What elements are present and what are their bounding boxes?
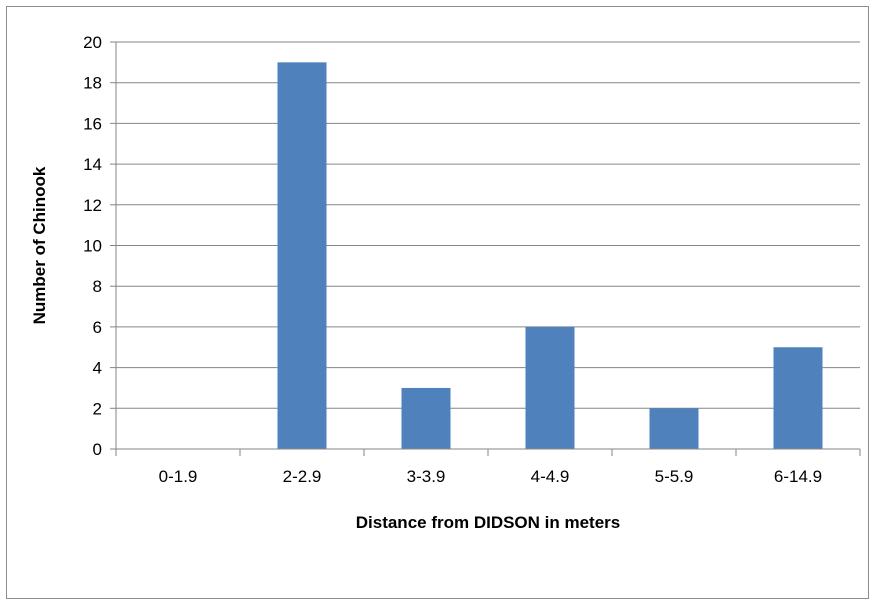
y-axis-title: Number of Chinook bbox=[30, 166, 49, 324]
y-tick-label: 0 bbox=[93, 440, 102, 459]
y-tick-label: 10 bbox=[83, 237, 102, 256]
y-tick-label: 16 bbox=[83, 114, 102, 133]
x-axis-title: Distance from DIDSON in meters bbox=[356, 513, 621, 532]
x-tick-label: 4-4.9 bbox=[531, 467, 570, 486]
bar-6-14.9 bbox=[773, 347, 823, 449]
x-tick-label: 5-5.9 bbox=[655, 467, 694, 486]
y-tick-label: 8 bbox=[93, 277, 102, 296]
x-tick-label: 2-2.9 bbox=[283, 467, 322, 486]
bar-4-4.9 bbox=[525, 326, 575, 449]
y-tick-label: 2 bbox=[93, 399, 102, 418]
x-tick-label: 0-1.9 bbox=[159, 467, 198, 486]
y-tick-labels: 0 2 4 6 8 10 12 14 16 18 20 bbox=[83, 33, 102, 459]
x-tick-label: 6-14.9 bbox=[774, 467, 822, 486]
x-tick-labels: 0-1.9 2-2.9 3-3.9 4-4.9 5-5.9 6-14.9 bbox=[159, 467, 822, 486]
bar-2-2.9 bbox=[277, 62, 327, 449]
y-tick-label: 12 bbox=[83, 196, 102, 215]
y-tick-label: 6 bbox=[93, 318, 102, 337]
y-tick-label: 14 bbox=[83, 155, 102, 174]
gridlines bbox=[116, 41, 860, 409]
y-tick-label: 18 bbox=[83, 74, 102, 93]
bars bbox=[277, 62, 823, 449]
chart-frame bbox=[6, 6, 869, 599]
x-tick-label: 3-3.9 bbox=[407, 467, 446, 486]
axes bbox=[110, 41, 861, 456]
y-tick-label: 4 bbox=[93, 359, 102, 378]
y-tick-label: 20 bbox=[83, 33, 102, 52]
bar-3-3.9 bbox=[401, 387, 451, 449]
bar-5-5.9 bbox=[649, 408, 699, 449]
